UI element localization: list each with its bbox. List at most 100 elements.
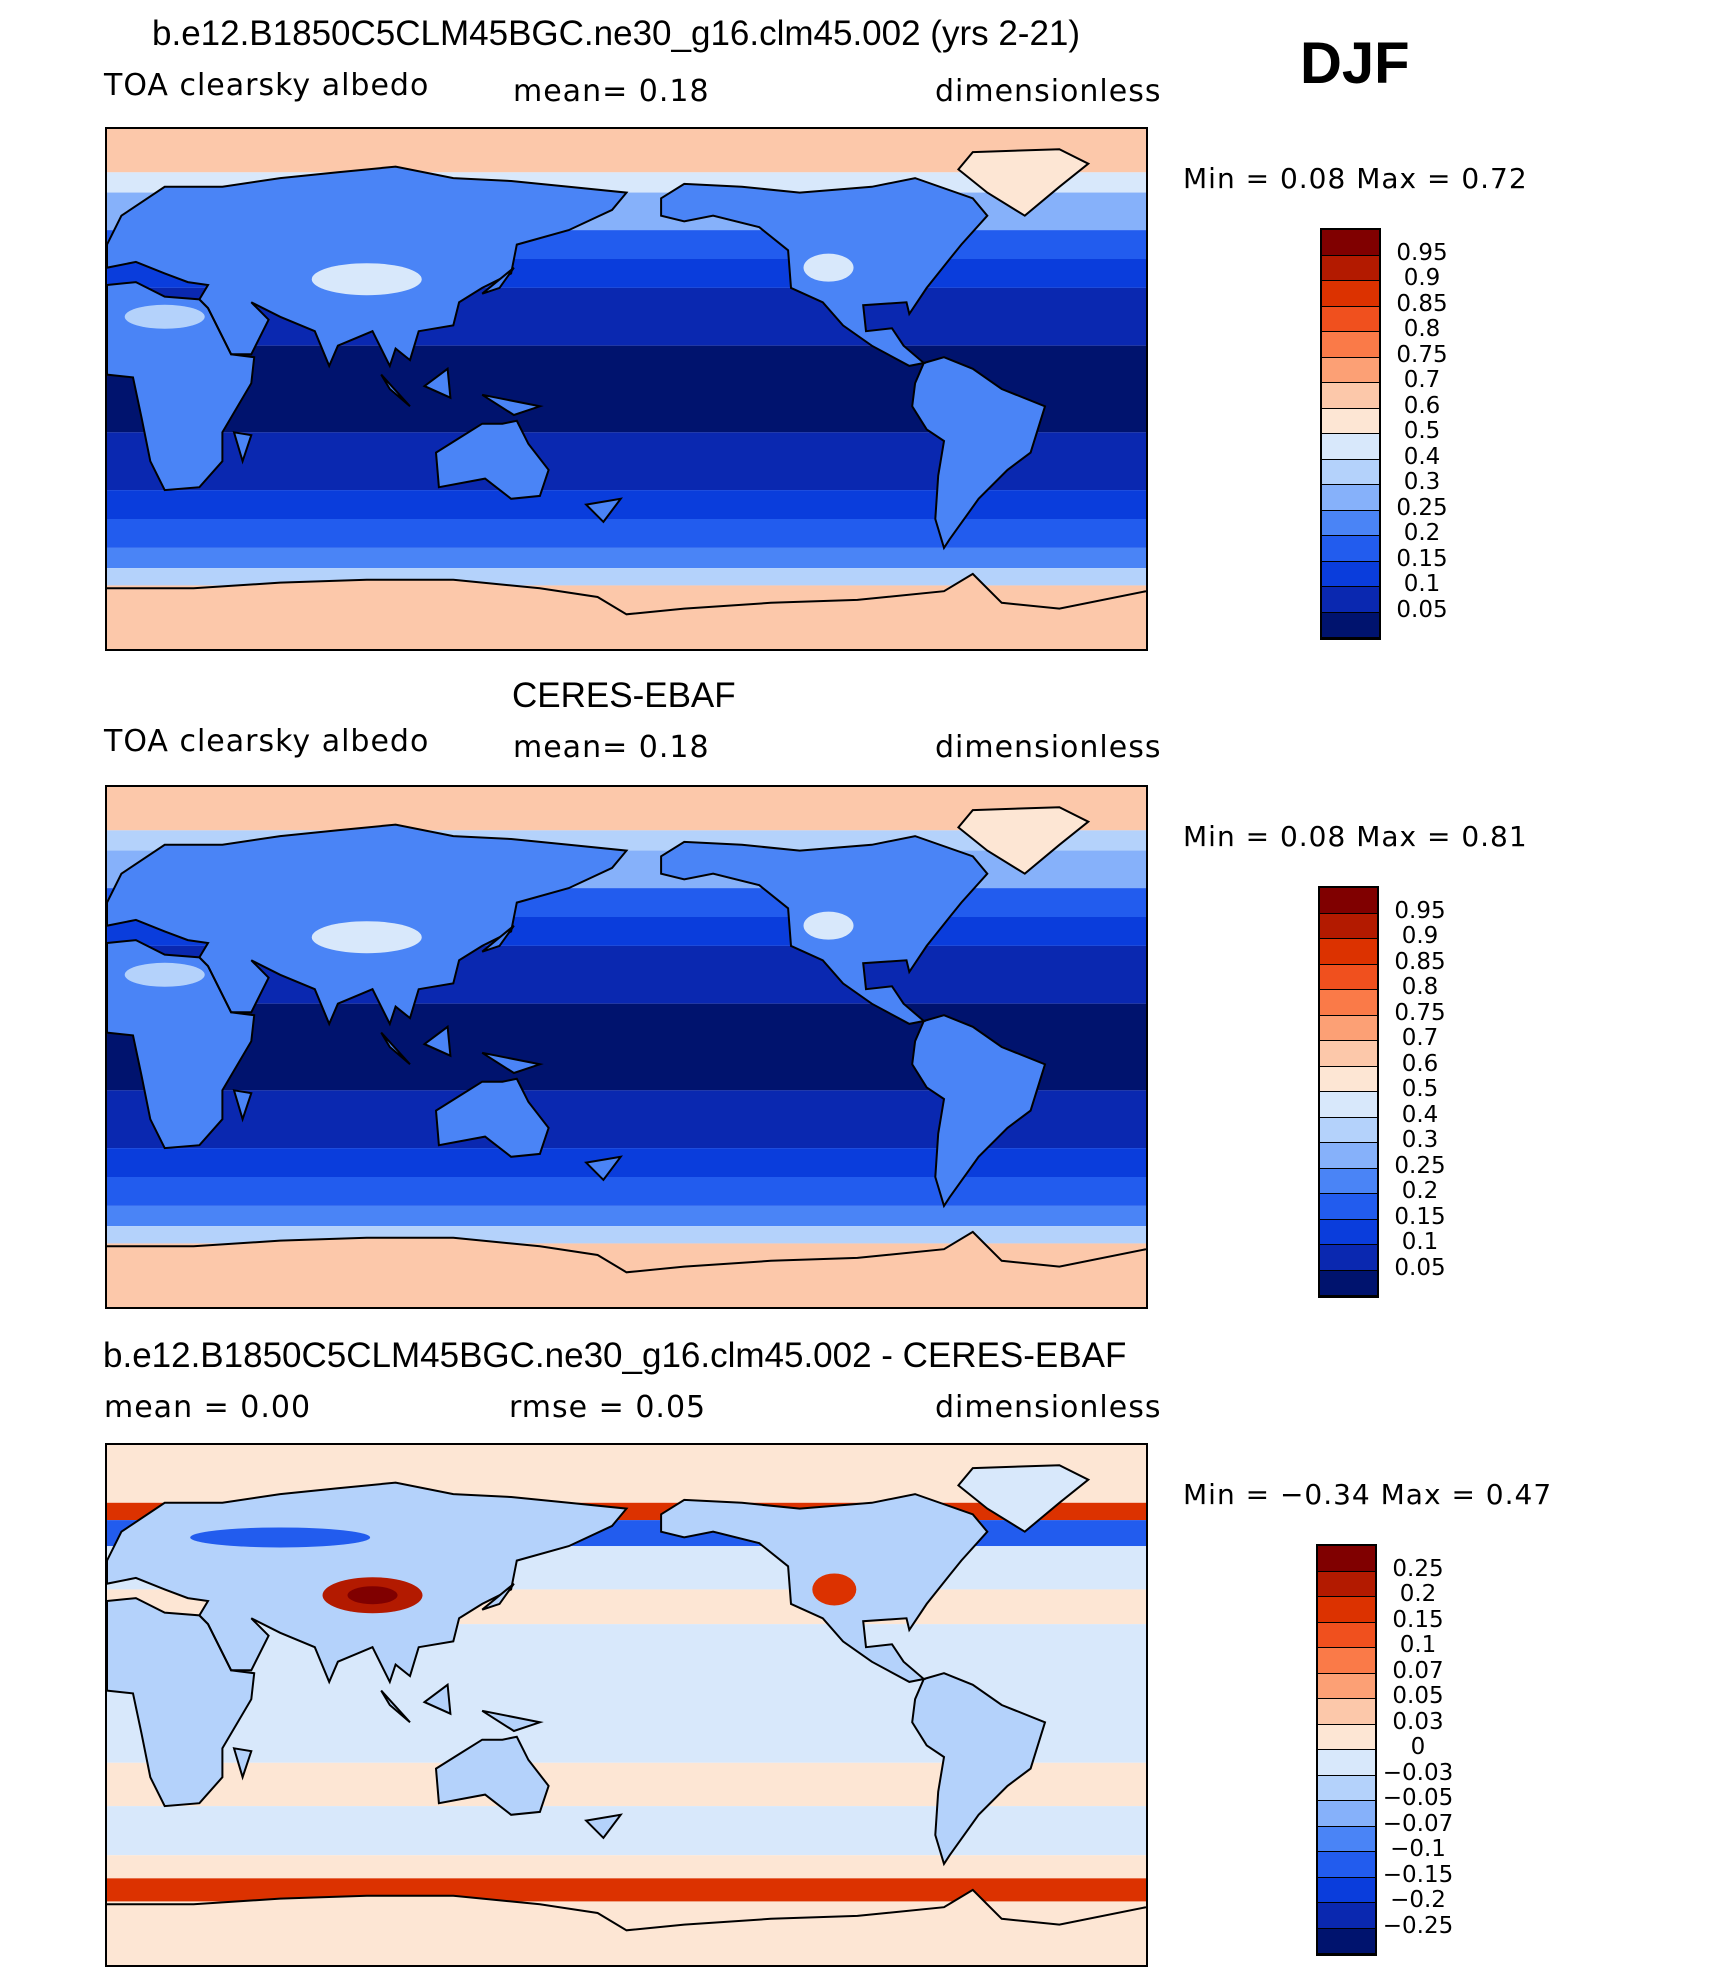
colorbar-swatch: [1320, 1092, 1377, 1118]
island-outline: [584, 1813, 623, 1840]
map-field-band: [107, 490, 1146, 519]
coastline-antarctica: [107, 572, 1146, 616]
colorbar-level-label: 0.9: [1401, 923, 1439, 949]
coastline-antarctica: [107, 1888, 1146, 1932]
island-outline: [481, 924, 515, 953]
colorbar-swatch: [1320, 913, 1377, 939]
panel-2-minmax: Min = 0.08 Max = 0.81: [1183, 820, 1528, 853]
panel-1-map: [105, 127, 1148, 651]
colorbar-swatch: [1320, 1219, 1377, 1245]
panel-1-left-label: TOA clearsky albedo: [104, 68, 430, 103]
colorbar-level-label: 0: [1410, 1734, 1426, 1760]
colorbar-level-label: 0.75: [1396, 341, 1448, 368]
colorbar-swatch: [1322, 434, 1379, 460]
coastline-eurasia: [107, 823, 629, 1027]
island-outline: [422, 1682, 452, 1716]
panel-3-map: [105, 1443, 1148, 1967]
colorbar-level-label: 0.3: [1401, 1127, 1439, 1153]
colorbar-swatch: [1318, 1801, 1375, 1827]
panel-2-map: [105, 785, 1148, 1309]
coastline-africa: [107, 1597, 256, 1808]
colorbar-swatch: [1322, 459, 1379, 485]
land-africa: [107, 1598, 255, 1807]
land-greenland: [958, 807, 1089, 874]
colorbar-swatch: [1320, 939, 1377, 965]
island-outline: [380, 1689, 411, 1724]
land-antarctica: [107, 573, 1146, 649]
island-outline: [232, 431, 253, 465]
panel-2-colorbar: [1318, 886, 1379, 1298]
colorbar-level-label: 0.8: [1403, 316, 1441, 342]
island-outline: [481, 1582, 515, 1611]
island-outline: [422, 1024, 452, 1058]
land-africa: [107, 940, 255, 1149]
land-greenland: [958, 149, 1089, 216]
panel-3-title: b.e12.B1850C5CLM45BGC.ne30_g16.clm45.002…: [103, 1336, 1127, 1375]
colorbar-level-label: 0.3: [1403, 469, 1441, 495]
colorbar-level-label: −0.03: [1382, 1759, 1454, 1786]
colorbar-level-label: 0.07: [1392, 1657, 1444, 1684]
colorbar-swatch: [1322, 587, 1379, 613]
high-albedo-tibet: [311, 921, 422, 954]
coastline-eurasia: [107, 165, 629, 369]
map-field-band: [107, 1148, 1146, 1177]
coastline-greenland: [956, 1464, 1091, 1533]
colorbar-swatch: [1318, 1826, 1375, 1852]
panel-1-right-label: dimensionless: [935, 74, 1162, 109]
colorbar-swatch: [1318, 1699, 1375, 1725]
season-label: DJF: [1300, 31, 1410, 96]
colorbar-level-label: 0.7: [1401, 1025, 1439, 1051]
colorbar-level-label: 0.5: [1403, 418, 1441, 444]
island-outline: [584, 497, 623, 524]
island-outline: [481, 393, 544, 417]
colorbar-swatch: [1320, 1015, 1377, 1041]
colorbar-level-label: 0.6: [1403, 392, 1441, 419]
colorbar-swatch: [1322, 332, 1379, 358]
coastline-africa: [107, 281, 256, 492]
panel-3-center-label: rmse = 0.05: [509, 1390, 707, 1425]
colorbar-level-label: −0.05: [1382, 1785, 1454, 1811]
colorbar-level-label: 0.6: [1401, 1050, 1439, 1077]
colorbar-level-label: 0.75: [1394, 999, 1446, 1026]
colorbar-level-label: 0.1: [1403, 571, 1441, 597]
colorbar-level-label: 0.9: [1403, 265, 1441, 291]
colorbar-swatch: [1320, 1245, 1377, 1271]
colorbar-level-label: 0.85: [1396, 290, 1448, 317]
island-outline: [481, 1709, 544, 1733]
panel-1-title: b.e12.B1850C5CLM45BGC.ne30_g16.clm45.002…: [152, 14, 1081, 53]
coastline-australia: [434, 1735, 550, 1816]
coastline-australia: [434, 419, 550, 500]
colorbar-level-label: 0.25: [1396, 494, 1448, 521]
colorbar-level-label: −0.07: [1382, 1810, 1454, 1837]
colorbar-swatch: [1320, 1194, 1377, 1220]
colorbar-level-label: 0.2: [1401, 1178, 1439, 1204]
colorbar-level-label: 0.95: [1396, 239, 1448, 266]
colorbar-swatch: [1320, 1041, 1377, 1067]
colorbar-swatch: [1318, 1648, 1375, 1674]
anomaly-eurasia: [190, 1527, 371, 1548]
map-field-band: [107, 1806, 1146, 1856]
high-albedo-sahara: [124, 304, 205, 329]
colorbar-swatch: [1318, 1775, 1375, 1801]
coastline-namerica: [660, 177, 989, 367]
coastline-samerica: [911, 1672, 1047, 1867]
land-africa: [107, 282, 255, 491]
panel-2-left-label: TOA clearsky albedo: [104, 724, 430, 759]
panel-1-center-label: mean= 0.18: [513, 74, 710, 109]
colorbar-level-label: −0.2: [1390, 1887, 1446, 1913]
panel-2-title: CERES-EBAF: [512, 676, 736, 715]
colorbar-level-label: 0.05: [1392, 1683, 1444, 1709]
coastline-greenland: [956, 806, 1091, 875]
coastline-samerica: [911, 1014, 1047, 1209]
map-field-band: [107, 1177, 1146, 1206]
island-outline: [584, 1155, 623, 1182]
colorbar-swatch: [1320, 990, 1377, 1016]
land-australia: [436, 420, 549, 499]
colorbar-swatch: [1322, 281, 1379, 307]
panel-2-right-label: dimensionless: [935, 730, 1162, 765]
colorbar-swatch: [1322, 536, 1379, 562]
colorbar-level-label: 0.15: [1394, 1203, 1446, 1230]
panel-1-minmax: Min = 0.08 Max = 0.72: [1183, 162, 1528, 195]
colorbar-swatch: [1320, 1270, 1377, 1296]
panel-1-colorbar: [1320, 228, 1381, 640]
